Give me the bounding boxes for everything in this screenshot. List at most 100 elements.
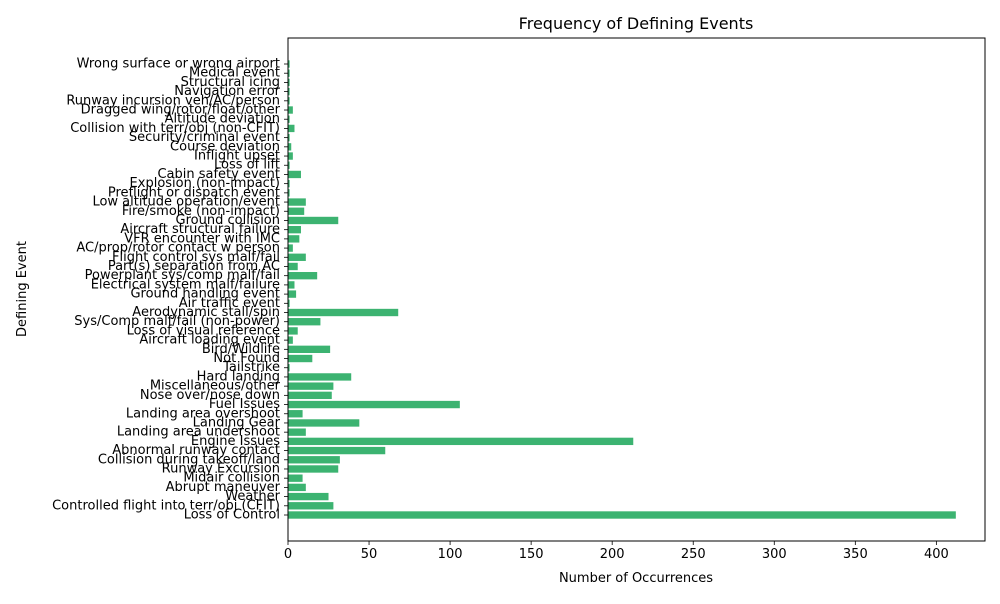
y-tick-label: Explosion (non-impact) — [130, 176, 280, 191]
y-tick-label: Runway Excursion — [162, 461, 280, 476]
y-tick-label: Abnormal runway contact — [112, 443, 280, 458]
y-tick-label: Preflight or dispatch event — [108, 185, 280, 200]
y-tick-label: Midair collision — [183, 471, 280, 486]
y-tick-label: Collision during takeoff/land — [98, 452, 280, 467]
bar — [288, 216, 339, 225]
y-tick-label: Landing area undershoot — [117, 425, 280, 440]
y-tick-label: Powerplant sys/comp malf/fail — [85, 268, 280, 283]
y-tick-label: Aerodynamic stall/spin — [132, 305, 280, 320]
bar — [288, 207, 305, 215]
y-tick-label: Inflight upset — [194, 149, 280, 164]
y-tick-label: Navigation error — [174, 84, 280, 99]
y-tick-label: Electrical system malf/failure — [91, 277, 280, 292]
y-tick-label: Loss of Control — [184, 508, 280, 523]
y-tick-label: Loss of visual reference — [127, 323, 280, 338]
bar — [288, 400, 460, 409]
bar — [288, 290, 297, 298]
bar — [288, 354, 313, 363]
bar — [288, 262, 298, 271]
y-tick-label: Sys/Comp malf/fail (non-power) — [74, 314, 280, 329]
y-tick-label: Cabin safety event — [157, 167, 280, 182]
y-tick-label: Hard landing — [197, 369, 280, 384]
bar — [288, 364, 290, 372]
y-tick-label: Weather — [225, 489, 280, 504]
y-tick-label: Course deviation — [170, 139, 280, 154]
x-tick-label: 300 — [762, 547, 787, 562]
bar — [288, 133, 290, 142]
bar — [288, 419, 360, 427]
y-tick-label: Not Found — [213, 351, 280, 366]
y-tick-label: Runway incursion veh/AC/person — [66, 93, 280, 108]
bar — [288, 60, 290, 68]
y-tick-label: Engine Issues — [191, 434, 280, 449]
bar — [288, 69, 290, 77]
x-ticks-group: 0 50 100 150 200 250 300 350 400 — [284, 541, 949, 562]
plot-frame — [287, 37, 986, 542]
y-tick-label: Air traffic event — [179, 296, 280, 311]
bar — [288, 170, 301, 179]
y-axis-label: Defining Event — [15, 241, 30, 337]
bar — [288, 244, 293, 252]
bar — [288, 456, 340, 464]
bar — [288, 253, 306, 261]
y-tick-label: Ground collision — [176, 213, 280, 228]
bar — [288, 198, 306, 206]
x-tick-label: 250 — [681, 547, 706, 562]
y-tick-label: Loss of lift — [214, 158, 280, 173]
y-tick-label: Collision with terr/obj (non-CFIT) — [70, 121, 280, 136]
bar — [288, 299, 290, 307]
y-tick-label: Altitude deviation — [165, 112, 280, 127]
bar — [288, 428, 306, 436]
x-tick-label: 400 — [924, 547, 949, 562]
bar — [288, 502, 334, 510]
y-tick-label: Structural icing — [181, 75, 280, 90]
bar — [288, 272, 318, 280]
y-tick-label: Low altitude operation/event — [92, 195, 280, 210]
bar — [288, 281, 295, 289]
bar — [288, 382, 334, 390]
chart-title: Frequency of Defining Events — [519, 14, 754, 33]
bar — [288, 97, 290, 105]
bar — [288, 87, 290, 96]
x-tick-label: 150 — [519, 547, 544, 562]
y-tick-label: Wrong surface or wrong airport — [77, 57, 280, 72]
y-tick-label: Security/criminal event — [129, 130, 280, 145]
y-tick-label: Dragged wing/rotor/float/other — [81, 103, 281, 118]
bar — [288, 152, 293, 160]
bar — [288, 115, 290, 123]
y-tick-label: AC/prop/rotor contact w person — [76, 241, 280, 256]
bar — [288, 410, 303, 418]
bar — [288, 465, 339, 473]
bar — [288, 189, 290, 197]
bars-group — [288, 60, 956, 519]
bar — [288, 78, 290, 87]
y-tick-label: VFR encounter with IMC — [124, 231, 280, 246]
y-tick-label: Nose over/nose down — [140, 388, 280, 403]
bar — [288, 511, 956, 519]
y-tick-label: Miscellaneous/other — [150, 379, 281, 394]
bar — [288, 446, 386, 455]
bar — [288, 492, 329, 501]
y-tick-label: Landing area overshoot — [126, 406, 280, 421]
y-tick-label: Bird/Wildlife — [202, 342, 280, 357]
bar — [288, 483, 306, 492]
bar — [288, 161, 290, 169]
bar — [288, 179, 290, 188]
bar — [288, 308, 399, 317]
bar — [288, 327, 298, 335]
bar — [288, 437, 634, 446]
bar — [288, 143, 292, 151]
bar — [288, 373, 352, 381]
y-tick-label: Ground handling event — [130, 287, 280, 302]
bar — [288, 345, 331, 353]
x-axis-label: Number of Occurrences — [559, 571, 713, 586]
bar — [288, 225, 301, 234]
bar — [288, 391, 332, 400]
x-tick-label: 50 — [361, 547, 378, 562]
x-tick-label: 100 — [438, 547, 463, 562]
y-tick-label: Controlled flight into terr/obj (CFIT) — [52, 498, 280, 513]
y-tick-label: Aircraft loading event — [139, 333, 280, 348]
